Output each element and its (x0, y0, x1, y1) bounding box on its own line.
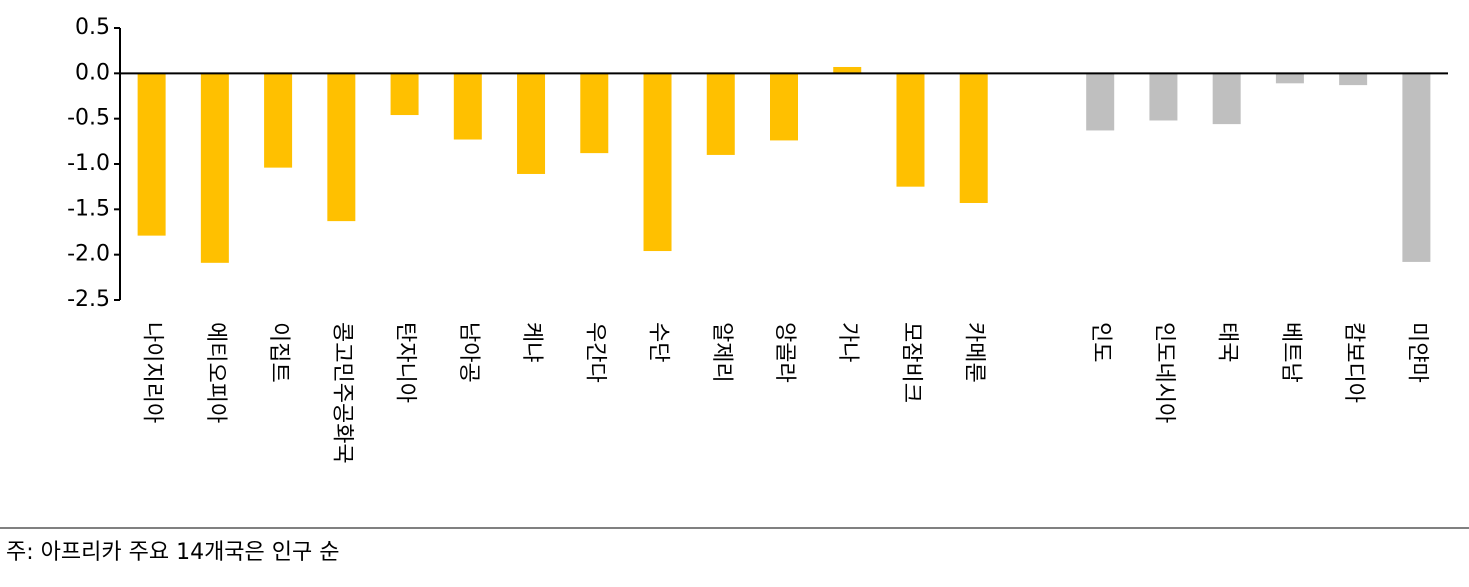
x-tick-label: 인도네시아 (1151, 322, 1176, 423)
y-tick-label: -1.0 (67, 151, 110, 176)
x-tick-label: 에티오피아 (203, 322, 228, 423)
bar (643, 73, 672, 252)
bar (959, 73, 988, 203)
y-tick-label: -0.5 (67, 106, 110, 131)
x-tick-label: 캄보디아 (1341, 322, 1366, 403)
bar (706, 73, 735, 155)
bar (1149, 73, 1178, 121)
bar (1339, 73, 1368, 86)
x-tick-label: 모잠비크 (898, 322, 923, 403)
x-tick-label: 알제리 (709, 322, 734, 383)
x-tick-label: 베트남 (1278, 322, 1303, 383)
bar (390, 73, 419, 116)
x-tick-label: 미얀마 (1404, 322, 1429, 383)
bar (137, 73, 166, 236)
x-tick-label: 우간다 (582, 322, 607, 383)
bar (264, 73, 293, 168)
x-tick-label: 나이지리아 (140, 322, 165, 423)
x-tick-label: 콩고민주공화국 (329, 322, 354, 464)
y-tick-label: -2.5 (67, 287, 110, 312)
x-tick-label: 이집트 (266, 322, 291, 383)
bar (770, 73, 798, 141)
x-tick-label: 카메룬 (962, 322, 987, 383)
x-tick-label: 가나 (835, 322, 860, 362)
x-tick-label: 태국 (1215, 322, 1240, 362)
bar (1402, 73, 1431, 262)
y-tick-label: 0.5 (75, 15, 110, 40)
bar (200, 73, 229, 263)
x-tick-label: 인도 (1088, 322, 1113, 362)
bar (453, 73, 482, 140)
bar (580, 73, 609, 154)
x-tick-label: 케냐 (519, 322, 544, 362)
bar (1275, 73, 1304, 84)
bar (833, 66, 862, 74)
x-tick-label: 수단 (646, 322, 671, 362)
bar (327, 73, 356, 222)
note: 주: 아프리카 주요 14개국은 인구 순 (6, 540, 340, 565)
x-tick-label: 앙골라 (772, 322, 797, 383)
x-tick-label: 탄자니아 (393, 322, 418, 403)
y-tick-label: -1.5 (67, 196, 110, 221)
x-tick-label: 남아공 (456, 322, 481, 383)
y-tick-label: 0.0 (75, 60, 110, 85)
bar (1212, 73, 1241, 125)
y-tick-label: -2.0 (67, 242, 110, 267)
bar (896, 73, 925, 187)
bar (517, 73, 546, 174)
bar (1086, 73, 1115, 131)
